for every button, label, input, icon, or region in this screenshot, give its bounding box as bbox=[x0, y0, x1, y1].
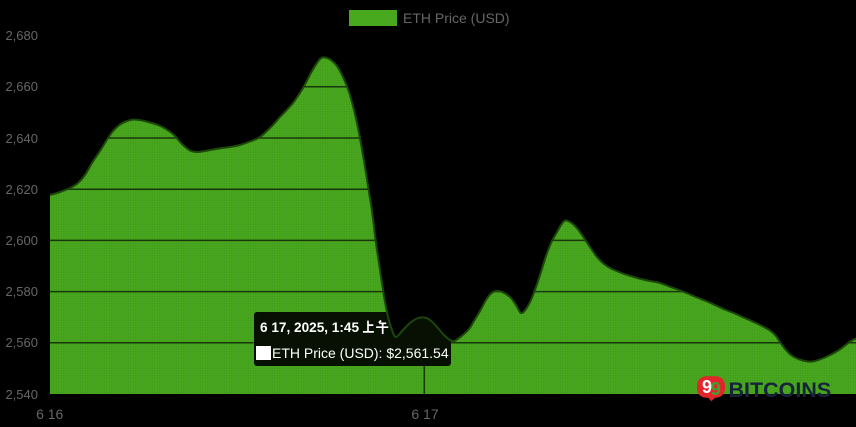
svg-text:9: 9 bbox=[711, 379, 721, 399]
svg-text:9: 9 bbox=[702, 377, 712, 397]
